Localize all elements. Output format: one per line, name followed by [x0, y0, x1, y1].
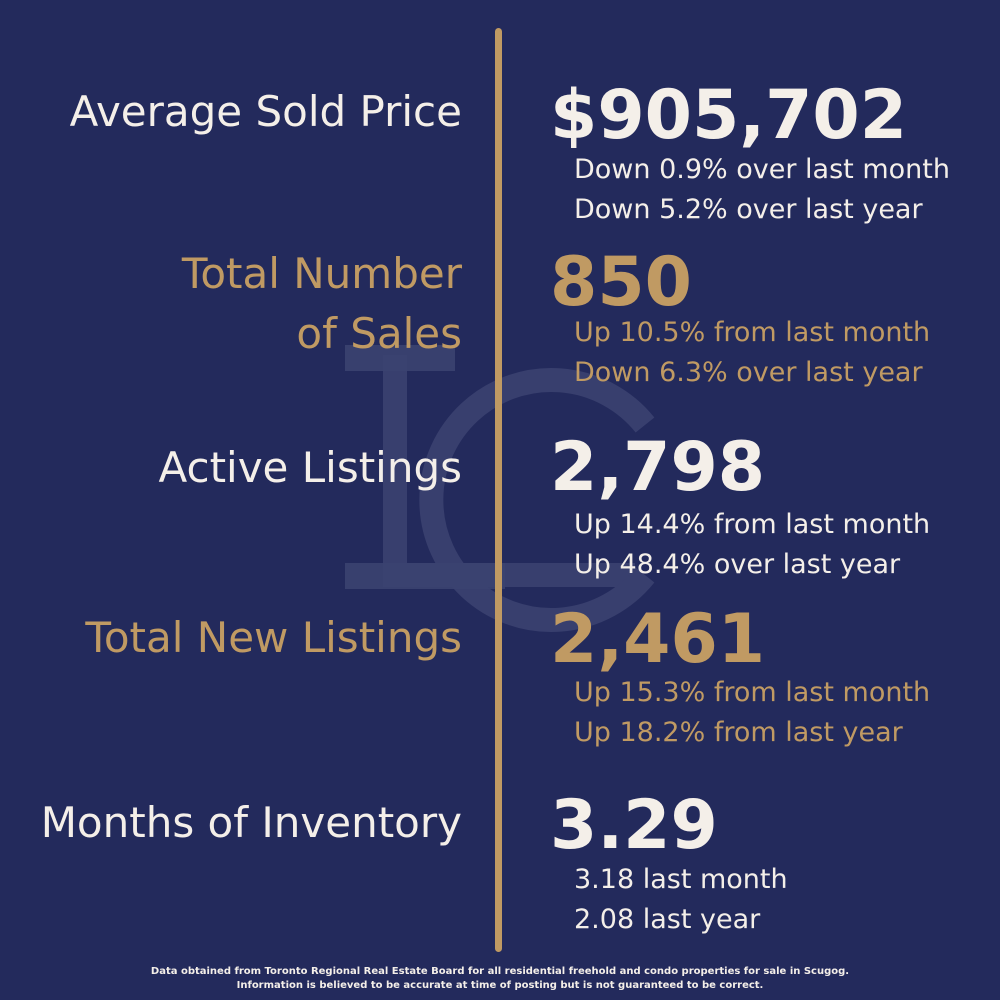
lc-monogram-watermark-icon — [345, 345, 655, 632]
stat-change-year: Down 6.3% over last year — [574, 357, 923, 388]
stat-label-line2: of Sales — [296, 309, 462, 358]
stat-label: Average Sold Price — [69, 87, 462, 136]
stat-label: Months of Inventory — [40, 798, 462, 847]
stat-change-year: Up 18.2% from last year — [574, 717, 903, 748]
stat-label-line1: Total Number — [181, 249, 462, 298]
vertical-divider — [495, 28, 502, 952]
stat-value: 3.29 — [550, 786, 718, 865]
stat-value: 2,461 — [550, 600, 766, 679]
stat-change-month: Up 15.3% from last month — [574, 677, 931, 708]
stat-month-value: 3.18 last month — [574, 864, 788, 895]
stat-year-value: 2.08 last year — [574, 904, 761, 935]
stat-change-month: Down 0.9% over last month — [574, 154, 950, 185]
stat-change-year: Down 5.2% over last year — [574, 194, 923, 225]
stat-change-month: Up 10.5% from last month — [574, 317, 931, 348]
stat-label: Total New Listings — [85, 613, 462, 662]
disclaimer-line1: Data obtained from Toronto Regional Real… — [150, 966, 850, 977]
stat-label: Active Listings — [158, 443, 462, 492]
stat-value: 850 — [550, 243, 692, 322]
stat-value: $905,702 — [550, 76, 908, 155]
stat-value: 2,798 — [550, 428, 766, 507]
stat-change-year: Up 48.4% over last year — [574, 549, 901, 580]
disclaimer-footer: Data obtained from Toronto Regional Real… — [0, 965, 1000, 993]
disclaimer-line2: Information is believed to be accurate a… — [236, 980, 764, 991]
stat-change-month: Up 14.4% from last month — [574, 509, 931, 540]
